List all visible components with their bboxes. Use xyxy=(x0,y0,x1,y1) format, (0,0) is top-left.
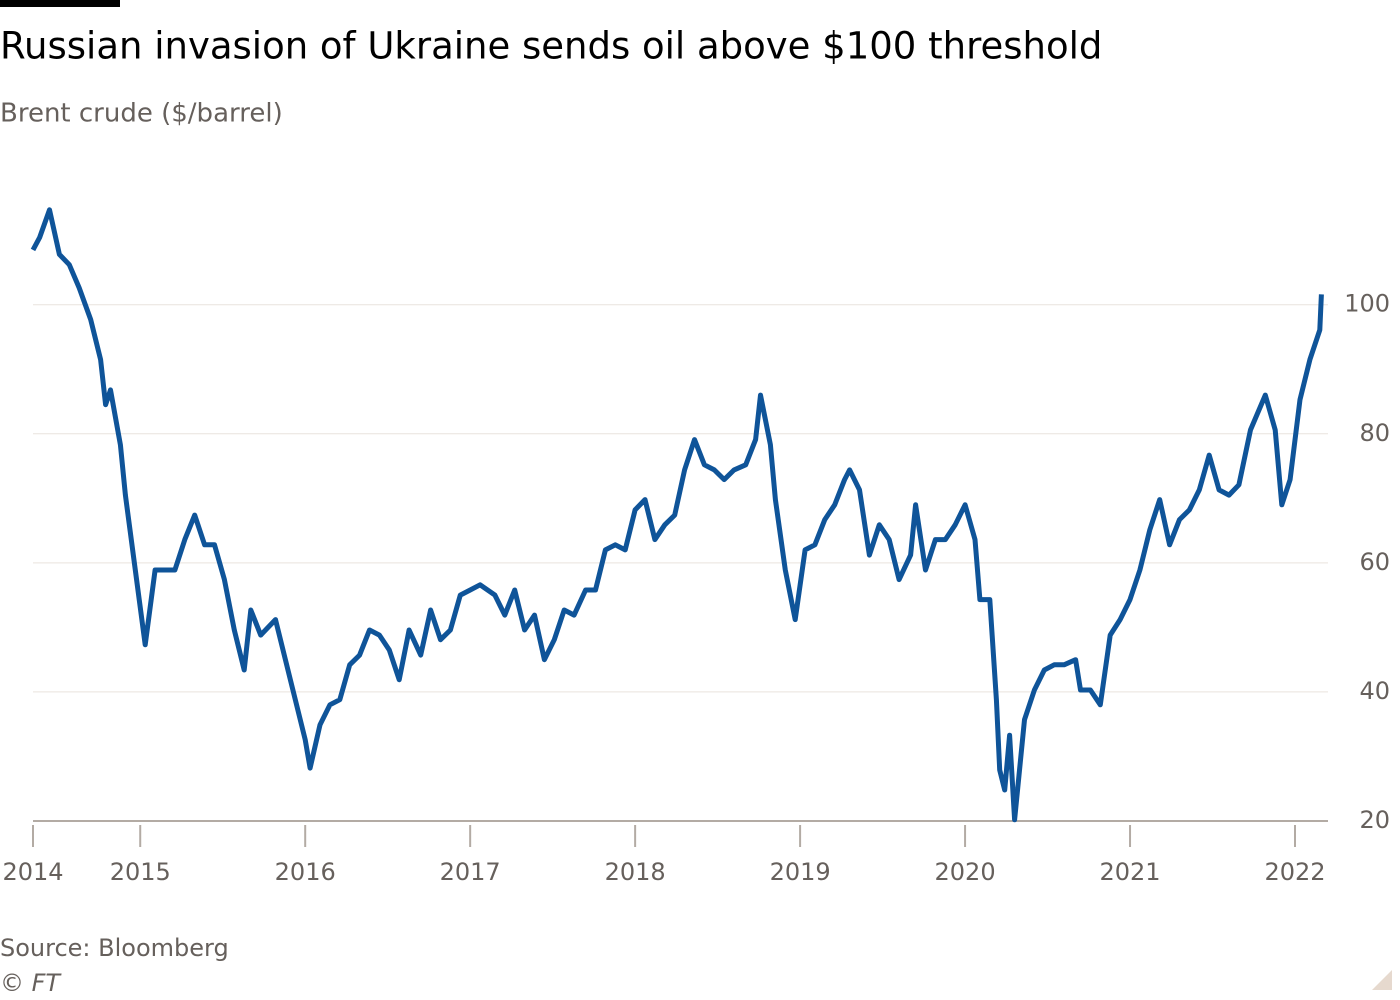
x-tick-label: 2015 xyxy=(110,858,171,886)
chart-title: Russian invasion of Ukraine sends oil ab… xyxy=(0,25,1102,68)
y-tick-label: 100 xyxy=(1344,290,1390,318)
chart-subtitle: Brent crude ($/barrel) xyxy=(0,99,283,129)
y-tick-label: 40 xyxy=(1359,677,1390,705)
x-tick-label: 2014 xyxy=(2,858,63,886)
x-tick-label: 2017 xyxy=(440,858,501,886)
price-line xyxy=(30,207,1324,823)
corner-mark xyxy=(1372,970,1392,990)
x-tick-label: 2022 xyxy=(1264,858,1325,886)
y-tick-label: 60 xyxy=(1359,548,1390,576)
credit: © FT xyxy=(0,969,62,997)
y-tick-label: 20 xyxy=(1359,806,1390,834)
x-tick-label: 2021 xyxy=(1099,858,1160,886)
x-tick-label: 2020 xyxy=(935,858,996,886)
x-tick-label: 2019 xyxy=(770,858,831,886)
source: Source: Bloomberg xyxy=(0,934,229,962)
brand-bar xyxy=(0,0,120,7)
x-tick-label: 2016 xyxy=(275,858,336,886)
x-tick-label: 2018 xyxy=(605,858,666,886)
y-tick-label: 80 xyxy=(1359,419,1390,447)
